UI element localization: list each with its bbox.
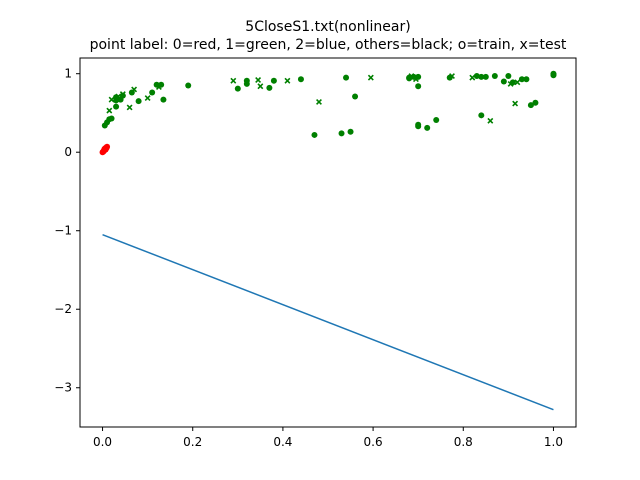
green-train-point bbox=[473, 73, 480, 80]
green-test-point bbox=[449, 73, 455, 80]
green-train-point bbox=[234, 85, 241, 92]
green-train-point bbox=[550, 71, 557, 78]
green-test-point bbox=[131, 86, 138, 93]
green-test-point bbox=[144, 95, 151, 102]
green-test-point bbox=[512, 100, 519, 107]
chart-title: 5CloseS1.txt(nonlinear) bbox=[245, 19, 410, 35]
green-test-point bbox=[115, 93, 122, 100]
green-train-point bbox=[482, 73, 489, 80]
green-train-point bbox=[491, 73, 498, 80]
green-test-point bbox=[255, 77, 262, 83]
green-test-point bbox=[469, 74, 476, 81]
y-tick-label: −2 bbox=[54, 302, 72, 316]
green-train-point bbox=[108, 115, 115, 122]
green-test-point bbox=[367, 74, 374, 81]
x-tick-label: 0.4 bbox=[273, 435, 292, 449]
green-test-point bbox=[108, 96, 115, 103]
green-test-point bbox=[284, 77, 291, 84]
y-tick-label: −3 bbox=[54, 381, 72, 395]
green-train-point bbox=[500, 78, 507, 85]
green-test-point bbox=[126, 104, 133, 111]
green-train-point bbox=[338, 130, 345, 137]
green-train-point bbox=[478, 73, 485, 80]
green-test-point bbox=[155, 84, 162, 91]
green-train-point bbox=[415, 123, 422, 130]
green-test-point bbox=[106, 107, 113, 114]
green-train-point bbox=[352, 93, 359, 100]
green-test-point bbox=[507, 80, 514, 87]
green-train-point bbox=[424, 124, 431, 131]
green-train-point bbox=[135, 98, 142, 105]
x-tick-label: 0.6 bbox=[364, 435, 383, 449]
x-tick-label: 1.0 bbox=[544, 435, 563, 449]
green-train-point bbox=[270, 77, 277, 84]
green-train-point bbox=[347, 128, 354, 135]
green-train-point bbox=[119, 92, 126, 99]
x-tick-label: 0.8 bbox=[454, 435, 473, 449]
green-train-point bbox=[532, 99, 539, 106]
green-train-point bbox=[433, 117, 440, 124]
axis-ticks: 0.0 0.2 0.4 0.6 0.8 1.0 −3 −2 −1 0 1 bbox=[54, 67, 563, 449]
green-train-point bbox=[149, 89, 156, 96]
green-train-point bbox=[113, 103, 120, 110]
x-tick-label: 0.2 bbox=[183, 435, 202, 449]
green-test-point bbox=[514, 79, 521, 86]
plot-area bbox=[99, 70, 557, 411]
y-tick-label: −1 bbox=[54, 224, 72, 238]
y-tick-label: 0 bbox=[64, 145, 72, 159]
axes-frame bbox=[79, 57, 577, 428]
green-test-point bbox=[408, 73, 415, 80]
chart-subtitle: point label: 0=red, 1=green, 2=blue, oth… bbox=[90, 37, 567, 53]
green-test-point bbox=[521, 76, 528, 83]
green-train-point bbox=[343, 74, 350, 81]
red-train-point bbox=[103, 144, 110, 151]
green-train-point bbox=[243, 77, 250, 84]
y-tick-label: 1 bbox=[64, 67, 72, 81]
fit-line bbox=[102, 233, 554, 411]
green-test-point bbox=[230, 77, 237, 84]
green-test-point bbox=[257, 83, 264, 90]
green-test-point bbox=[412, 76, 419, 83]
green-train-point bbox=[185, 82, 192, 89]
green-train-point bbox=[160, 96, 167, 103]
green-train-point bbox=[311, 131, 318, 138]
green-train-point bbox=[478, 112, 485, 119]
green-train-point bbox=[505, 73, 512, 80]
green-test-point bbox=[316, 99, 322, 105]
green-train-point bbox=[266, 84, 273, 91]
green-test-point bbox=[119, 91, 126, 98]
green-train-point bbox=[297, 76, 304, 83]
x-tick-label: 0.0 bbox=[93, 435, 112, 449]
green-train-point bbox=[527, 102, 534, 109]
green-train-point bbox=[415, 83, 422, 90]
green-test-point bbox=[487, 117, 494, 124]
